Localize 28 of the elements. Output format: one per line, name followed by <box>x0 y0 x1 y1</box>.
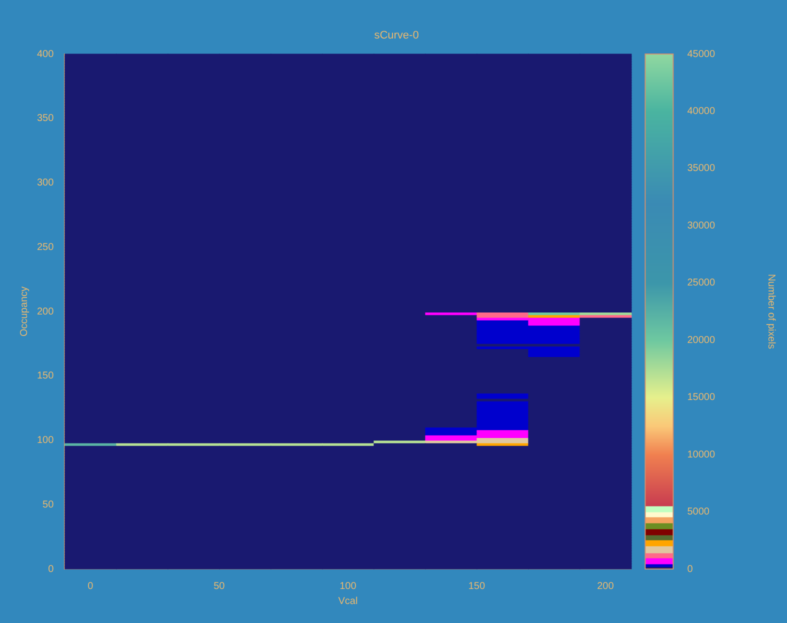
y-tick-label: 300 <box>36 178 54 188</box>
x-tick-label: 0 <box>88 580 94 592</box>
color-bar-label: 45000 <box>687 48 716 60</box>
color-bar-label: 25000 <box>687 278 716 289</box>
x-tick-label: 50 <box>214 580 226 592</box>
color-bar-label: 40000 <box>687 106 716 117</box>
y-tick-label: 250 <box>36 242 54 253</box>
chart-title: sCurve-0 <box>374 29 419 42</box>
color-bar-label: 10000 <box>687 449 716 460</box>
color-bar-label: 30000 <box>687 220 716 232</box>
color-bar-label: 20000 <box>687 334 716 346</box>
y-tick-label: 0 <box>48 564 54 575</box>
y-axis-title: Occupancy <box>18 286 30 337</box>
y-tick-label: 150 <box>36 370 54 382</box>
x-tick-label: 150 <box>468 580 486 592</box>
color-bar-label: 5000 <box>687 506 710 518</box>
x-tick-label: 100 <box>340 580 357 592</box>
color-bar-label: 35000 <box>687 163 716 174</box>
color-bar-label: 0 <box>687 564 694 575</box>
y-tick-label: 350 <box>36 113 54 124</box>
y-tick-label: 200 <box>36 306 54 318</box>
y-tick-label: 100 <box>36 435 54 446</box>
x-tick-label: 200 <box>597 580 614 592</box>
color-bar-label: 15000 <box>687 392 716 404</box>
y-tick-label: 400 <box>36 48 54 60</box>
color-bar-title: Number of pixels <box>765 274 776 350</box>
y-tick-label: 50 <box>42 499 54 510</box>
x-axis-title: Vcal <box>338 596 358 607</box>
